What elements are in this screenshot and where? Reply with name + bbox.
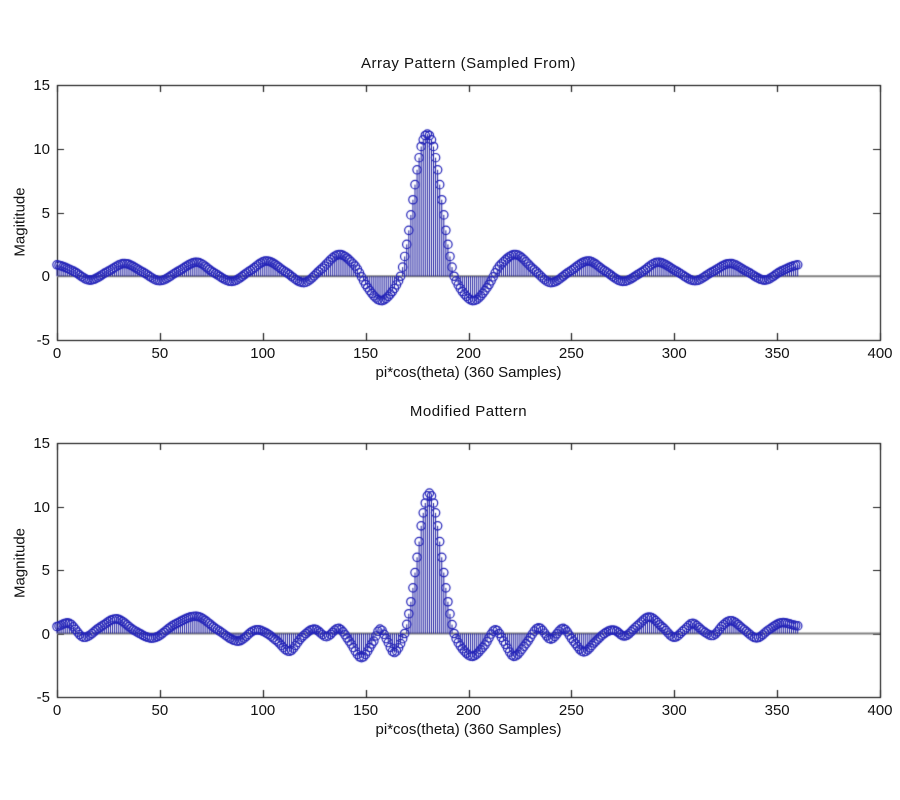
plot2-x-tick-label: 250 (558, 702, 584, 719)
plot2-x-tick-label: 350 (764, 702, 790, 719)
plot2-y-tick-label: 0 (41, 625, 50, 643)
plot1-y-tick-label: 15 (33, 77, 50, 94)
plot2-title: Modified Pattern (409, 403, 528, 420)
plot1-y-tick-label: 10 (33, 140, 50, 158)
plot1-x-tick-label: 250 (558, 345, 584, 362)
plot1-x-tick-label: 50 (151, 345, 169, 362)
plot1-y-axis-label: Magititude (11, 187, 29, 257)
plot2-y-tick-label: -5 (36, 689, 50, 706)
plot2-x-tick-label: 150 (353, 702, 379, 719)
plot2-x-tick-label: 400 (867, 702, 893, 719)
plot1-y-tick-label: -5 (36, 332, 50, 349)
plot2-x-tick-label: 0 (52, 702, 62, 719)
plot2-x-tick-label: 50 (151, 702, 169, 719)
plot2-y-tick-label: 15 (33, 435, 50, 452)
plot1-x-tick-label: 400 (867, 345, 893, 362)
plot1-x-tick-label: 100 (250, 345, 276, 362)
plot2-x-axis-label: pi*cos(theta) (360 Samples) (375, 721, 562, 738)
plot2-y-tick-label: 5 (41, 562, 50, 579)
plot1-title: Array Pattern (Sampled From) (361, 55, 576, 72)
plot1-y-tick-label: 5 (41, 204, 50, 222)
plot1-x-tick-label: 350 (764, 345, 790, 362)
plot1-x-tick-label: 300 (661, 345, 687, 362)
plot2-x-tick-label: 300 (661, 702, 687, 719)
plot1-x-axis-label: pi*cos(theta) (360 Samples) (375, 364, 562, 381)
plot1-y-tick-label: 0 (41, 268, 50, 286)
plot1-x-tick-label: 150 (353, 345, 379, 362)
plot2-x-tick-label: 200 (455, 702, 482, 719)
plot1-x-tick-label: 200 (455, 345, 482, 362)
plot2-x-tick-label: 100 (250, 702, 276, 719)
plot1-x-tick-label: 0 (52, 345, 62, 362)
plot2-y-tick-label: 10 (33, 498, 50, 516)
